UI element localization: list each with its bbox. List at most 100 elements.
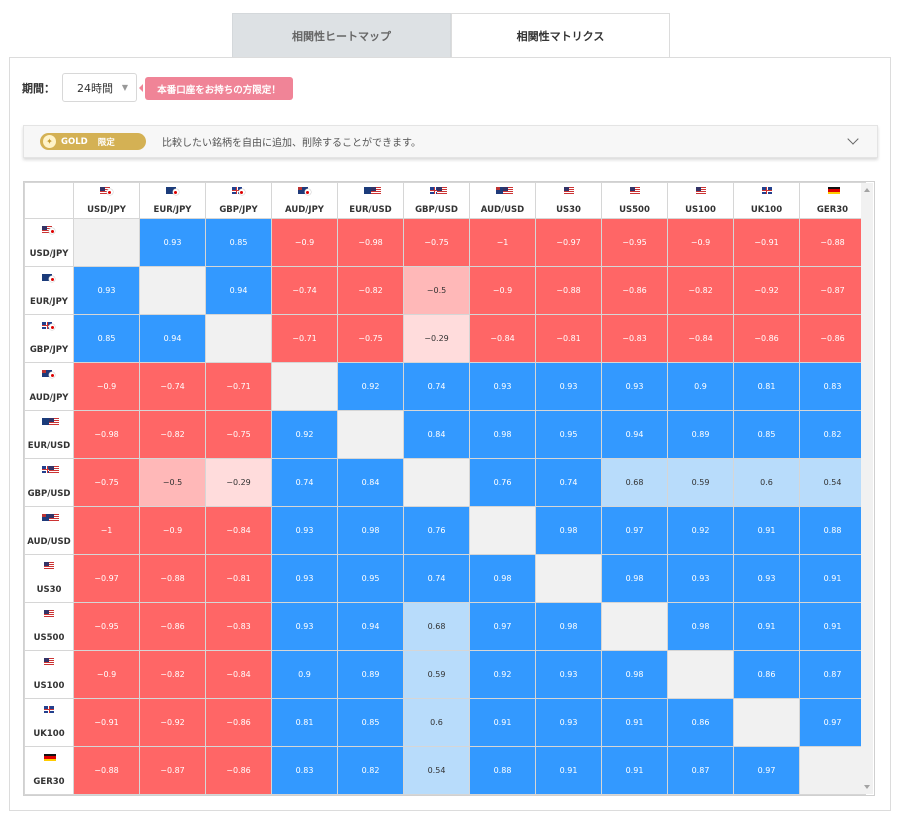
correlation-cell[interactable]: 0.86 (733, 650, 800, 699)
correlation-cell[interactable]: −0.88 (535, 266, 602, 315)
correlation-cell[interactable] (139, 266, 206, 315)
correlation-cell[interactable]: 0.98 (601, 554, 668, 603)
correlation-cell[interactable]: 0.97 (733, 746, 800, 795)
correlation-cell[interactable]: −0.91 (733, 218, 800, 267)
correlation-cell[interactable] (469, 506, 536, 555)
correlation-cell[interactable]: −0.82 (139, 650, 206, 699)
correlation-cell[interactable]: 0.91 (601, 698, 668, 747)
correlation-cell[interactable]: 0.98 (667, 602, 734, 651)
correlation-cell[interactable]: 0.83 (271, 746, 338, 795)
correlation-cell[interactable]: −0.9 (73, 362, 140, 411)
scroll-up-icon[interactable] (864, 188, 870, 192)
correlation-cell[interactable]: −0.88 (139, 554, 206, 603)
correlation-cell[interactable]: −0.9 (73, 650, 140, 699)
correlation-cell[interactable]: 0.91 (799, 554, 866, 603)
correlation-cell[interactable] (403, 458, 470, 507)
correlation-cell[interactable] (535, 554, 602, 603)
correlation-cell[interactable]: 0.97 (601, 506, 668, 555)
correlation-cell[interactable]: 0.85 (73, 314, 140, 363)
correlation-cell[interactable]: 0.87 (799, 650, 866, 699)
correlation-cell[interactable]: 0.93 (73, 266, 140, 315)
correlation-cell[interactable]: −0.84 (205, 650, 272, 699)
correlation-cell[interactable]: −0.9 (667, 218, 734, 267)
correlation-cell[interactable]: −0.98 (337, 218, 404, 267)
correlation-cell[interactable]: −0.82 (337, 266, 404, 315)
correlation-cell[interactable]: −1 (469, 218, 536, 267)
correlation-cell[interactable]: −0.88 (73, 746, 140, 795)
correlation-cell[interactable]: −0.84 (205, 506, 272, 555)
correlation-cell[interactable]: −0.86 (205, 746, 272, 795)
correlation-cell[interactable]: 0.59 (667, 458, 734, 507)
correlation-cell[interactable]: −0.75 (403, 218, 470, 267)
correlation-cell[interactable]: −0.86 (733, 314, 800, 363)
correlation-cell[interactable]: −0.86 (799, 314, 866, 363)
correlation-cell[interactable]: −0.71 (205, 362, 272, 411)
correlation-cell[interactable] (337, 410, 404, 459)
correlation-cell[interactable]: 0.92 (469, 650, 536, 699)
correlation-cell[interactable]: 0.85 (205, 218, 272, 267)
correlation-cell[interactable]: 0.74 (403, 554, 470, 603)
correlation-cell[interactable] (73, 218, 140, 267)
correlation-cell[interactable]: 0.94 (337, 602, 404, 651)
correlation-cell[interactable]: 0.98 (601, 650, 668, 699)
correlation-cell[interactable]: −0.92 (733, 266, 800, 315)
correlation-cell[interactable]: 0.91 (799, 602, 866, 651)
correlation-cell[interactable]: 0.93 (535, 698, 602, 747)
correlation-cell[interactable]: 0.93 (271, 554, 338, 603)
correlation-cell[interactable]: −0.84 (469, 314, 536, 363)
correlation-cell[interactable]: −0.83 (205, 602, 272, 651)
correlation-cell[interactable] (667, 650, 734, 699)
correlation-cell[interactable]: 0.93 (271, 506, 338, 555)
correlation-cell[interactable]: 0.91 (733, 506, 800, 555)
correlation-cell[interactable]: 0.97 (799, 698, 866, 747)
correlation-cell[interactable]: −0.71 (271, 314, 338, 363)
correlation-cell[interactable]: 0.9 (271, 650, 338, 699)
correlation-cell[interactable]: 0.85 (733, 410, 800, 459)
correlation-cell[interactable] (799, 746, 866, 795)
gold-notice-bar[interactable]: ✦ GOLD 限定 比較したい銘柄を自由に追加、削除することができます。 (23, 125, 878, 158)
correlation-cell[interactable]: 0.95 (535, 410, 602, 459)
correlation-cell[interactable] (271, 362, 338, 411)
correlation-cell[interactable]: 0.68 (601, 458, 668, 507)
correlation-cell[interactable]: 0.74 (271, 458, 338, 507)
correlation-cell[interactable]: −0.9 (271, 218, 338, 267)
correlation-cell[interactable]: 0.54 (403, 746, 470, 795)
correlation-cell[interactable]: −0.75 (337, 314, 404, 363)
correlation-cell[interactable]: −0.75 (73, 458, 140, 507)
correlation-cell[interactable]: 0.84 (337, 458, 404, 507)
correlation-cell[interactable]: −0.81 (205, 554, 272, 603)
correlation-cell[interactable]: 0.81 (271, 698, 338, 747)
correlation-cell[interactable]: 0.92 (667, 506, 734, 555)
correlation-cell[interactable]: −0.92 (139, 698, 206, 747)
correlation-cell[interactable]: 0.54 (799, 458, 866, 507)
correlation-cell[interactable]: 0.92 (337, 362, 404, 411)
correlation-cell[interactable]: 0.97 (469, 602, 536, 651)
correlation-cell[interactable]: 0.9 (667, 362, 734, 411)
correlation-cell[interactable]: 0.98 (535, 602, 602, 651)
expand-chevron-icon[interactable] (847, 133, 859, 145)
correlation-cell[interactable]: −0.83 (601, 314, 668, 363)
correlation-cell[interactable]: −0.97 (535, 218, 602, 267)
correlation-cell[interactable]: 0.93 (271, 602, 338, 651)
correlation-cell[interactable]: 0.74 (403, 362, 470, 411)
correlation-cell[interactable]: 0.93 (469, 362, 536, 411)
correlation-cell[interactable]: 0.93 (535, 362, 602, 411)
correlation-cell[interactable]: −0.95 (601, 218, 668, 267)
correlation-cell[interactable]: 0.82 (337, 746, 404, 795)
correlation-cell[interactable]: 0.6 (403, 698, 470, 747)
correlation-cell[interactable] (205, 314, 272, 363)
correlation-cell[interactable]: 0.88 (799, 506, 866, 555)
correlation-cell[interactable]: 0.93 (601, 362, 668, 411)
correlation-cell[interactable]: −0.9 (139, 506, 206, 555)
correlation-cell[interactable]: −0.82 (139, 410, 206, 459)
correlation-cell[interactable]: 0.91 (469, 698, 536, 747)
correlation-cell[interactable]: 0.98 (469, 410, 536, 459)
correlation-cell[interactable]: 0.93 (733, 554, 800, 603)
correlation-cell[interactable]: −0.91 (73, 698, 140, 747)
correlation-cell[interactable]: 0.94 (139, 314, 206, 363)
correlation-cell[interactable]: 0.74 (535, 458, 602, 507)
correlation-cell[interactable] (733, 698, 800, 747)
correlation-cell[interactable]: −0.29 (205, 458, 272, 507)
correlation-cell[interactable]: 0.76 (469, 458, 536, 507)
correlation-cell[interactable]: 0.59 (403, 650, 470, 699)
